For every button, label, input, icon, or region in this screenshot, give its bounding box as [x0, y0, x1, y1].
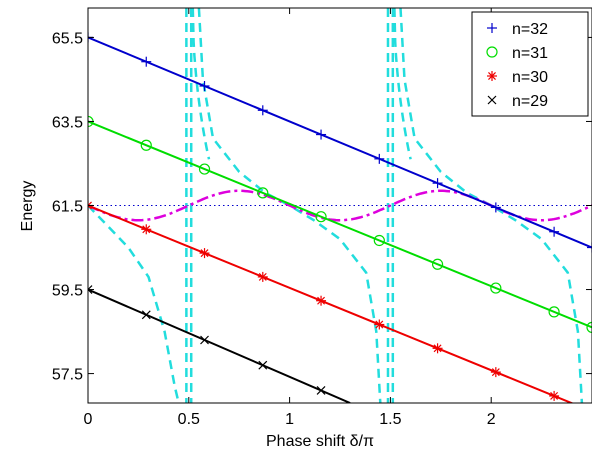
- data-point-n=30: [257, 271, 268, 282]
- data-point-n=30: [199, 248, 210, 259]
- data-point-n=29: [258, 360, 268, 370]
- data-point-n=30: [316, 295, 327, 306]
- data-point-n=29: [88, 285, 93, 294]
- data-point-n=32: [549, 226, 560, 237]
- data-point-n=31: [257, 187, 269, 199]
- data-point-n=32: [199, 80, 210, 91]
- legend-marker-n=31: [486, 46, 498, 58]
- axis-ticks: 0 0.5 1 1.5 2 57.5 59.5 61.5 63.5 65.5: [52, 8, 592, 428]
- y-tick-label: 57.5: [52, 367, 83, 384]
- y-axis-label: Energy: [19, 181, 36, 232]
- dashed-curve-segment: [399, 8, 584, 403]
- series-line-n=32: [88, 36, 592, 249]
- data-point-n=32: [257, 105, 268, 116]
- y-tick-label: 65.5: [52, 30, 83, 47]
- legend: n=32 n=31 n=30 n=29: [471, 11, 589, 117]
- series-line-n=30: [88, 204, 575, 403]
- dashed-curve-segment: [197, 8, 382, 403]
- data-point-n=31: [198, 163, 211, 175]
- legend-label-n=31: n=31: [512, 45, 548, 62]
- data-point-n=31: [140, 139, 152, 151]
- x-tick-label: 0: [84, 411, 93, 428]
- y-tick-label: 61.5: [52, 199, 83, 216]
- data-point-n=32: [432, 178, 443, 189]
- data-point-n=32: [374, 153, 385, 164]
- dashed-curve-branch: [191, 8, 211, 160]
- data-point-n=31: [548, 306, 560, 318]
- dashed-curve-branch: [393, 8, 412, 160]
- legend-marker-n=29: [487, 95, 497, 105]
- dashed-curve-segment: [88, 204, 180, 403]
- x-tick-label: 1.5: [379, 411, 401, 428]
- data-point-n=30: [432, 343, 443, 354]
- legend-label-n=30: n=30: [512, 69, 548, 86]
- legend-label-n=29: n=29: [512, 93, 548, 110]
- data-point-n=29: [200, 335, 209, 345]
- x-tick-label: 2: [487, 411, 496, 428]
- legend-marker-n=32: [487, 23, 497, 33]
- data-point-n=29: [316, 386, 326, 395]
- x-axis-label: Phase shift δ/π: [266, 433, 374, 450]
- data-point-n=31: [586, 321, 592, 333]
- data-point-n=30: [141, 224, 152, 235]
- data-point-n=31: [315, 211, 327, 223]
- series-line-n=29: [88, 288, 351, 403]
- data-point-n=32: [587, 242, 592, 253]
- data-point-n=32: [316, 129, 327, 140]
- series-layer: [88, 32, 592, 403]
- data-point-n=31: [431, 258, 444, 270]
- legend-marker-n=30: [487, 71, 497, 81]
- data-point-n=31: [490, 282, 502, 294]
- data-point-n=32: [141, 56, 152, 67]
- data-point-n=30: [374, 319, 385, 330]
- x-tick-label: 1: [285, 411, 294, 428]
- y-tick-label: 63.5: [52, 114, 83, 131]
- data-point-n=29: [141, 310, 151, 320]
- data-point-n=31: [373, 234, 385, 247]
- x-tick-label: 0.5: [178, 411, 200, 428]
- data-point-n=32: [490, 202, 501, 213]
- y-tick-label: 59.5: [52, 283, 83, 300]
- legend-label-n=32: n=32: [512, 21, 548, 38]
- series-line-n=31: [88, 120, 592, 329]
- data-point-n=30: [549, 390, 560, 401]
- data-point-n=30: [490, 367, 501, 378]
